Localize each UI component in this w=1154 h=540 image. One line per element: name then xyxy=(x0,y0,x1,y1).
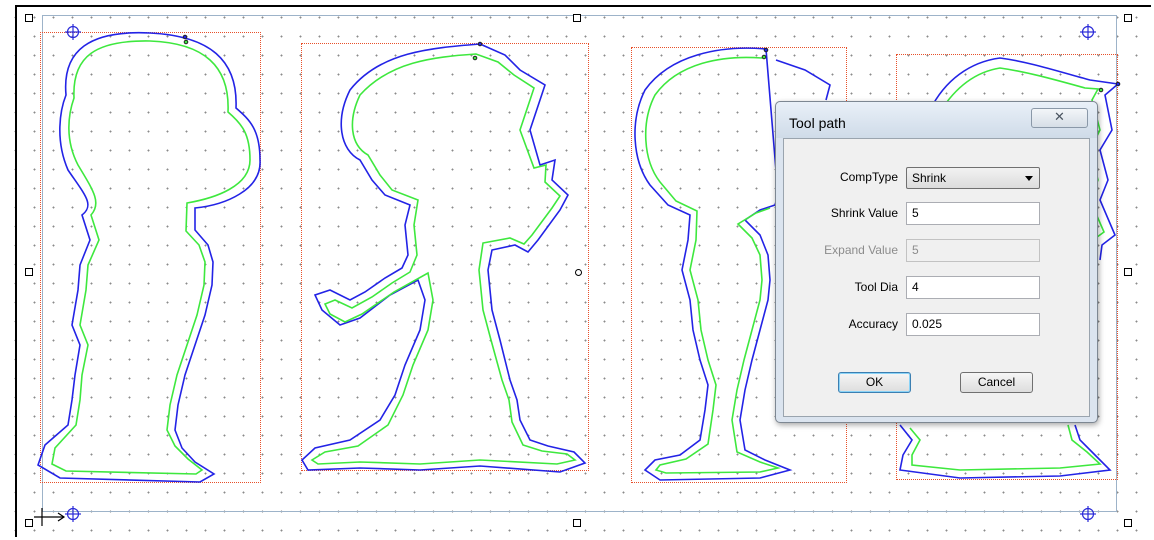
tool-dia-label: Tool Dia xyxy=(854,280,898,294)
origin-crosshair-icon xyxy=(65,24,81,40)
figure-1 xyxy=(37,31,261,483)
cancel-button[interactable]: Cancel xyxy=(960,372,1033,393)
figure-4-lower-inner xyxy=(909,424,1102,471)
figure-2-inner-path xyxy=(310,53,577,465)
dropdown-arrow-icon xyxy=(1025,176,1033,181)
ok-button[interactable]: OK xyxy=(838,372,911,393)
selection-handle[interactable] xyxy=(1124,268,1132,276)
selection-handle[interactable] xyxy=(25,14,33,22)
comp-type-select[interactable]: Shrink xyxy=(906,167,1040,189)
figure-1-inner-path xyxy=(51,40,251,475)
selection-handle[interactable] xyxy=(25,268,33,276)
accuracy-label: Accuracy xyxy=(848,317,898,331)
origin-crosshair-icon xyxy=(1080,506,1096,522)
origin-arrow-icon xyxy=(34,508,66,526)
figure-4-inner-path xyxy=(939,67,1105,241)
figure-3 xyxy=(634,47,831,481)
figure-4-outer-path xyxy=(929,57,1120,261)
figure-2 xyxy=(300,41,587,473)
figure-1-outer-path xyxy=(37,31,261,483)
selection-handle[interactable] xyxy=(25,519,33,527)
figure-2-outer-path xyxy=(300,43,587,473)
shrink-value-input[interactable]: 5 xyxy=(906,202,1040,225)
figure-3-outer-path xyxy=(634,47,831,481)
dialog-title: Tool path xyxy=(789,115,846,131)
figure-3-inner-path xyxy=(645,56,781,474)
origin-crosshair-icon xyxy=(1080,24,1096,40)
shrink-value-label: Shrink Value xyxy=(830,206,898,220)
selection-handle[interactable] xyxy=(1124,519,1132,527)
expand-value-input: 5 xyxy=(906,239,1040,262)
comp-type-label: CompType xyxy=(839,170,898,184)
dialog-body: CompType Shrink Shrink Value 5 Expand Va… xyxy=(783,138,1090,417)
tool-dia-input[interactable]: 4 xyxy=(906,276,1040,299)
figure-4-lower-outer xyxy=(899,424,1112,479)
selection-handle[interactable] xyxy=(573,519,581,527)
expand-value-label: Expand Value xyxy=(824,243,898,257)
selection-handle[interactable] xyxy=(1124,14,1132,22)
accuracy-input[interactable]: 0.025 xyxy=(906,313,1040,336)
rotation-handle[interactable] xyxy=(575,269,582,276)
origin-crosshair-icon xyxy=(65,506,81,522)
canvas-border xyxy=(15,5,1151,537)
figure-2-bounding-box xyxy=(301,43,589,471)
close-button[interactable]: ✕ xyxy=(1031,108,1088,128)
close-icon: ✕ xyxy=(1054,110,1065,125)
figure-4 xyxy=(899,57,1121,479)
tool-path-dialog: Tool path ✕ CompType Shrink Shrink Value… xyxy=(775,101,1098,423)
comp-type-value: Shrink xyxy=(912,171,947,185)
selection-handle[interactable] xyxy=(573,14,581,22)
